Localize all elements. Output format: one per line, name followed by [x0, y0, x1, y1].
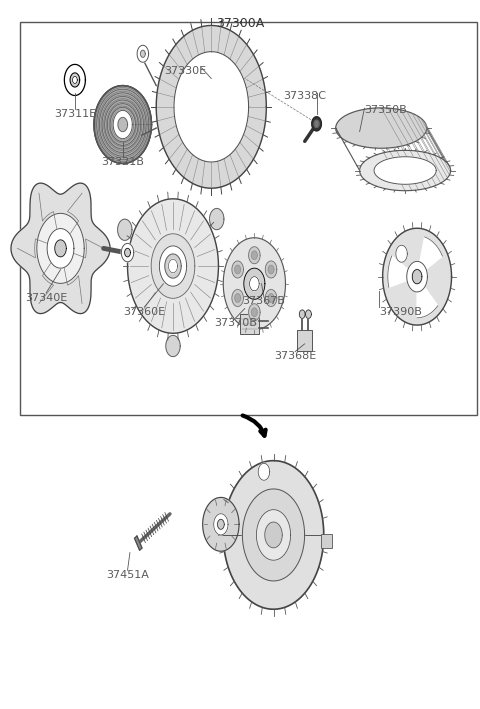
Polygon shape	[96, 89, 149, 160]
Polygon shape	[232, 261, 243, 278]
Polygon shape	[113, 111, 133, 138]
Polygon shape	[99, 93, 146, 156]
FancyBboxPatch shape	[297, 330, 312, 351]
Polygon shape	[256, 510, 290, 560]
Polygon shape	[217, 520, 224, 530]
Polygon shape	[268, 294, 274, 302]
Polygon shape	[244, 268, 265, 299]
Polygon shape	[250, 277, 259, 291]
Polygon shape	[128, 199, 218, 333]
Polygon shape	[407, 262, 427, 292]
Polygon shape	[210, 208, 224, 230]
Polygon shape	[265, 261, 277, 278]
Polygon shape	[258, 463, 270, 480]
Polygon shape	[336, 108, 427, 148]
Polygon shape	[37, 213, 84, 284]
Polygon shape	[118, 219, 132, 240]
Text: 37370B: 37370B	[214, 318, 257, 328]
Text: 37350B: 37350B	[364, 106, 407, 116]
Text: 37390B: 37390B	[379, 307, 421, 317]
Polygon shape	[249, 303, 260, 320]
Polygon shape	[242, 489, 305, 581]
Polygon shape	[252, 251, 257, 259]
Polygon shape	[94, 86, 152, 164]
Polygon shape	[312, 117, 322, 131]
Polygon shape	[265, 522, 282, 548]
Polygon shape	[110, 107, 135, 142]
Bar	[322, 534, 332, 547]
Polygon shape	[102, 96, 144, 152]
Polygon shape	[55, 240, 66, 257]
Polygon shape	[265, 289, 277, 306]
Polygon shape	[134, 536, 142, 550]
Polygon shape	[108, 104, 138, 145]
Polygon shape	[412, 269, 422, 284]
Polygon shape	[156, 26, 266, 188]
Polygon shape	[94, 86, 152, 164]
Polygon shape	[166, 335, 180, 357]
Text: 37321B: 37321B	[101, 157, 144, 167]
Polygon shape	[388, 256, 417, 287]
Polygon shape	[383, 228, 452, 325]
Polygon shape	[396, 245, 408, 262]
Polygon shape	[417, 237, 443, 277]
Polygon shape	[141, 50, 145, 57]
Polygon shape	[223, 238, 286, 330]
Bar	[20, 22, 477, 415]
Polygon shape	[223, 461, 324, 609]
Polygon shape	[137, 45, 149, 62]
Polygon shape	[165, 254, 181, 278]
Polygon shape	[159, 246, 187, 286]
Polygon shape	[118, 118, 128, 132]
Text: 37451A: 37451A	[106, 570, 149, 580]
Polygon shape	[151, 234, 195, 298]
Polygon shape	[374, 157, 436, 184]
Polygon shape	[360, 150, 451, 191]
Polygon shape	[249, 247, 260, 264]
Polygon shape	[70, 73, 80, 87]
FancyBboxPatch shape	[240, 314, 259, 334]
Text: 37330E: 37330E	[164, 67, 206, 77]
Polygon shape	[64, 65, 85, 96]
Text: 37300A: 37300A	[216, 17, 264, 30]
Polygon shape	[300, 310, 305, 318]
Polygon shape	[306, 310, 312, 318]
Text: 37340E: 37340E	[25, 293, 67, 303]
Text: 37367B: 37367B	[242, 296, 286, 306]
Polygon shape	[105, 100, 141, 149]
Polygon shape	[125, 248, 131, 257]
Polygon shape	[252, 308, 257, 316]
Polygon shape	[121, 243, 134, 262]
Text: 37360E: 37360E	[123, 307, 165, 317]
Polygon shape	[235, 294, 240, 302]
Polygon shape	[235, 265, 240, 274]
Text: 37338C: 37338C	[283, 91, 326, 101]
Polygon shape	[314, 121, 319, 128]
Polygon shape	[113, 111, 132, 139]
Polygon shape	[417, 277, 438, 318]
Polygon shape	[268, 265, 274, 274]
Polygon shape	[11, 183, 110, 313]
Text: 37368E: 37368E	[274, 351, 316, 361]
Polygon shape	[72, 77, 77, 84]
Polygon shape	[47, 228, 74, 268]
Polygon shape	[214, 514, 228, 535]
Polygon shape	[168, 259, 178, 273]
Text: 37311E: 37311E	[54, 109, 96, 119]
Polygon shape	[203, 498, 239, 551]
Polygon shape	[232, 289, 243, 306]
Polygon shape	[174, 52, 249, 162]
